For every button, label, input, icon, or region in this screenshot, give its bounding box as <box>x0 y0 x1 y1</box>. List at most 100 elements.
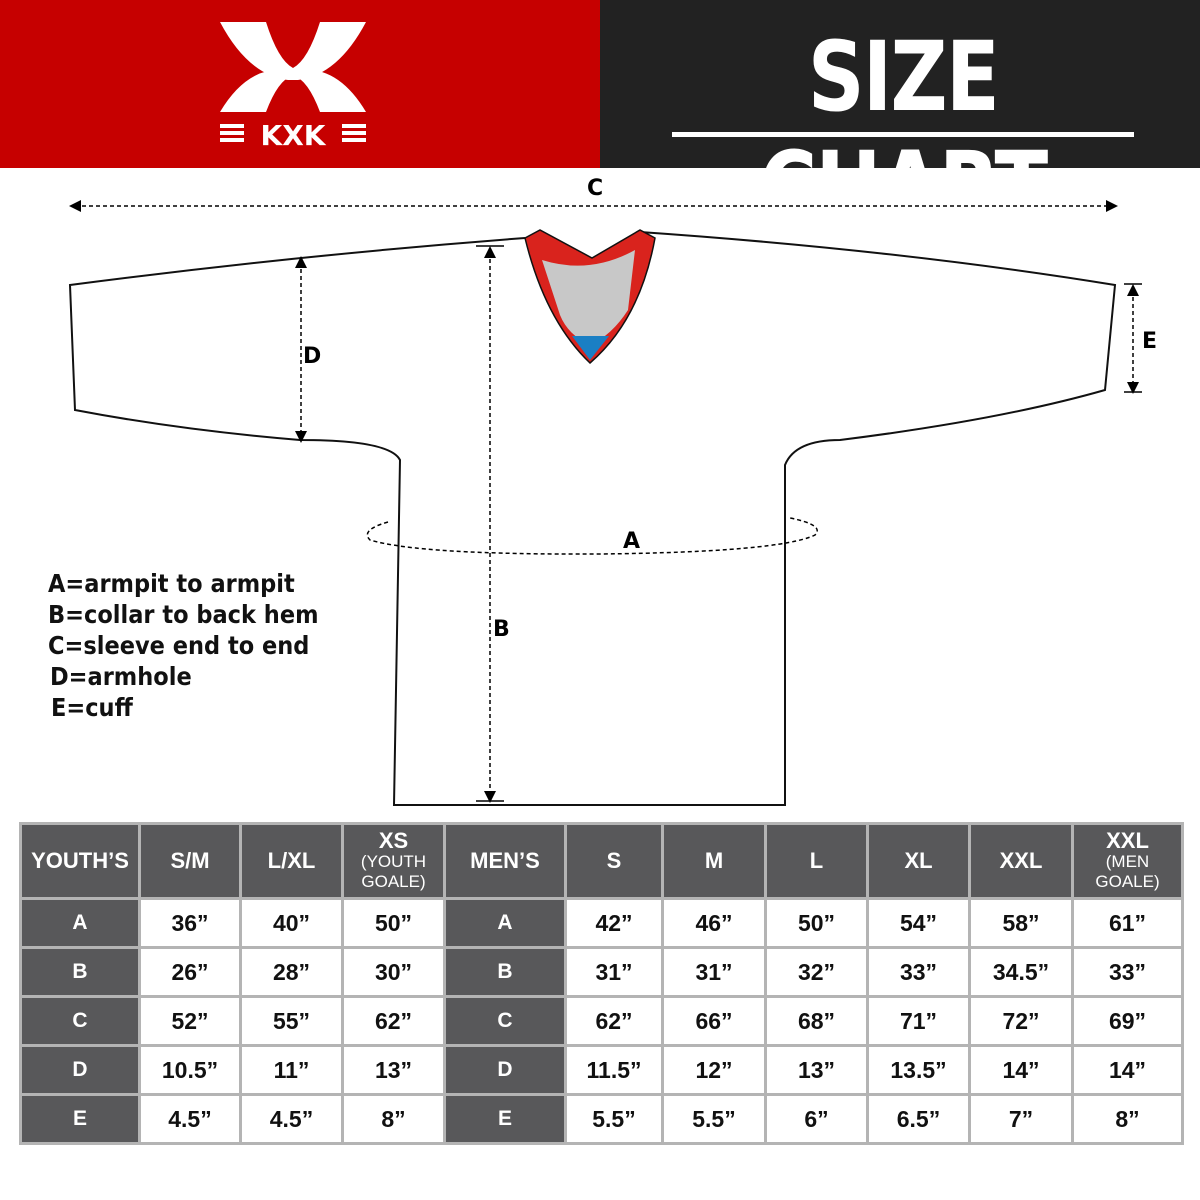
table-cell: 68” <box>764 995 869 1047</box>
table-cell: 50” <box>764 897 869 949</box>
column-header-label: XXL <box>999 848 1043 873</box>
row-label: A <box>19 897 141 949</box>
column-header-label: YOUTH’S <box>31 848 129 873</box>
table-cell: 62” <box>341 995 446 1047</box>
table-cell: 4.5” <box>138 1093 242 1145</box>
column-header: XL <box>866 822 971 900</box>
table-cell: 30” <box>341 946 446 998</box>
table-cell: 12” <box>661 1044 767 1096</box>
legend-item: A=armpit to armpit <box>48 569 295 598</box>
table-cell: 13.5” <box>866 1044 971 1096</box>
column-header-label: L/XL <box>267 848 316 873</box>
column-header-label: M <box>704 848 724 873</box>
table-cell: 4.5” <box>239 1093 344 1145</box>
measurement-legend: A=armpit to armpit B=collar to back hem … <box>48 568 349 723</box>
table-cell: 6” <box>764 1093 869 1145</box>
row-label: A <box>443 897 567 949</box>
column-header-label: XL <box>904 848 933 873</box>
column-header-label: XXL <box>1106 828 1149 853</box>
table-row: B 26” 28” 30” B 31” 31” 32” 33” 34.5” 33” <box>19 946 1184 998</box>
jersey-diagram <box>68 200 1142 806</box>
table-cell: 5.5” <box>564 1093 664 1145</box>
table-cell: 58” <box>968 897 1074 949</box>
header-title-panel <box>600 0 1200 168</box>
column-header: S <box>564 822 664 900</box>
column-header-sublabel: (MEN GOALE) <box>1095 852 1160 891</box>
column-header: S/M <box>138 822 242 900</box>
table-cell: 36” <box>138 897 242 949</box>
kxk-logo: KXK <box>220 22 366 150</box>
table-header-row: YOUTH’S S/M L/XL XS (YOUTH GOALE) MEN’S S M L XL X… <box>19 822 1184 900</box>
table-cell: 33” <box>866 946 971 998</box>
row-label: D <box>19 1044 141 1096</box>
dimension-label-b: B <box>493 617 510 642</box>
table-row: D 10.5” 11” 13” D 11.5” 12” 13” 13.5” 14” 14” <box>19 1044 1184 1096</box>
table-row: E 4.5” 4.5” 8” E 5.5” 5.5” 6” 6.5” 7” 8” <box>19 1093 1184 1145</box>
dimension-label-c: C <box>587 176 604 201</box>
size-table: YOUTH’S S/M L/XL XS (YOUTH GOALE) MEN’S S M L XL X… <box>19 822 1184 1145</box>
row-label: C <box>19 995 141 1047</box>
column-header: XXL <box>968 822 1074 900</box>
table-row: A 36” 40” 50” A 42” 46” 50” 54” 58” 61” <box>19 897 1184 949</box>
dimension-label-a: A <box>623 529 641 554</box>
table-cell: 31” <box>564 946 664 998</box>
table-cell: 34.5” <box>968 946 1074 998</box>
column-header: MEN’S <box>443 822 567 900</box>
column-header: M <box>661 822 767 900</box>
row-label: E <box>443 1093 567 1145</box>
row-label: B <box>443 946 567 998</box>
table-cell: 31” <box>661 946 767 998</box>
table-cell: 72” <box>968 995 1074 1047</box>
jersey-outline <box>68 231 1117 806</box>
table-cell: 13” <box>341 1044 446 1096</box>
row-label: E <box>19 1093 141 1145</box>
table-cell: 14” <box>968 1044 1074 1096</box>
column-header: XS (YOUTH GOALE) <box>341 822 446 900</box>
table-cell: 62” <box>564 995 664 1047</box>
table-cell: 6.5” <box>866 1093 971 1145</box>
table-cell: 13” <box>764 1044 869 1096</box>
header-brand-panel <box>0 0 600 168</box>
row-label: D <box>443 1044 567 1096</box>
column-header: XXL (MEN GOALE) <box>1071 822 1184 900</box>
table-cell: 40” <box>239 897 344 949</box>
table-cell: 11.5” <box>564 1044 664 1096</box>
table-cell: 10.5” <box>138 1044 242 1096</box>
table-cell: 54” <box>866 897 971 949</box>
table-cell: 55” <box>239 995 344 1047</box>
legend-item: D=armhole <box>50 662 192 691</box>
page-title: SIZE CHART <box>759 21 1048 243</box>
column-header: L/XL <box>239 822 344 900</box>
table-cell: 50” <box>341 897 446 949</box>
table-cell: 8” <box>1071 1093 1184 1145</box>
row-label: C <box>443 995 567 1047</box>
table-cell: 33” <box>1071 946 1184 998</box>
table-cell: 7” <box>968 1093 1074 1145</box>
table-cell: 26” <box>138 946 242 998</box>
legend-item: B=collar to back hem <box>48 600 319 629</box>
table-cell: 66” <box>661 995 767 1047</box>
column-header: YOUTH’S <box>19 822 141 900</box>
table-cell: 52” <box>138 995 242 1047</box>
table-cell: 8” <box>341 1093 446 1145</box>
dimension-label-d: D <box>303 344 322 369</box>
legend-item: E=cuff <box>51 693 133 722</box>
table-cell: 69” <box>1071 995 1184 1047</box>
column-header-label: L <box>809 848 824 873</box>
dimension-label-e: E <box>1142 329 1158 354</box>
table-cell: 11” <box>239 1044 344 1096</box>
table-cell: 5.5” <box>661 1093 767 1145</box>
table-row: C 52” 55” 62” C 62” 66” 68” 71” 72” 69” <box>19 995 1184 1047</box>
row-label: B <box>19 946 141 998</box>
column-header-label: S/M <box>170 848 210 873</box>
table-cell: 28” <box>239 946 344 998</box>
table-cell: 42” <box>564 897 664 949</box>
table-cell: 14” <box>1071 1044 1184 1096</box>
title-underline <box>672 132 1134 137</box>
legend-item: C=sleeve end to end <box>48 631 310 660</box>
column-header-label: XS <box>378 828 409 853</box>
column-header-label: S <box>606 848 622 873</box>
table-cell: 46” <box>661 897 767 949</box>
column-header-sublabel: (YOUTH GOALE) <box>360 852 427 891</box>
brand-text: KXK <box>261 119 327 150</box>
